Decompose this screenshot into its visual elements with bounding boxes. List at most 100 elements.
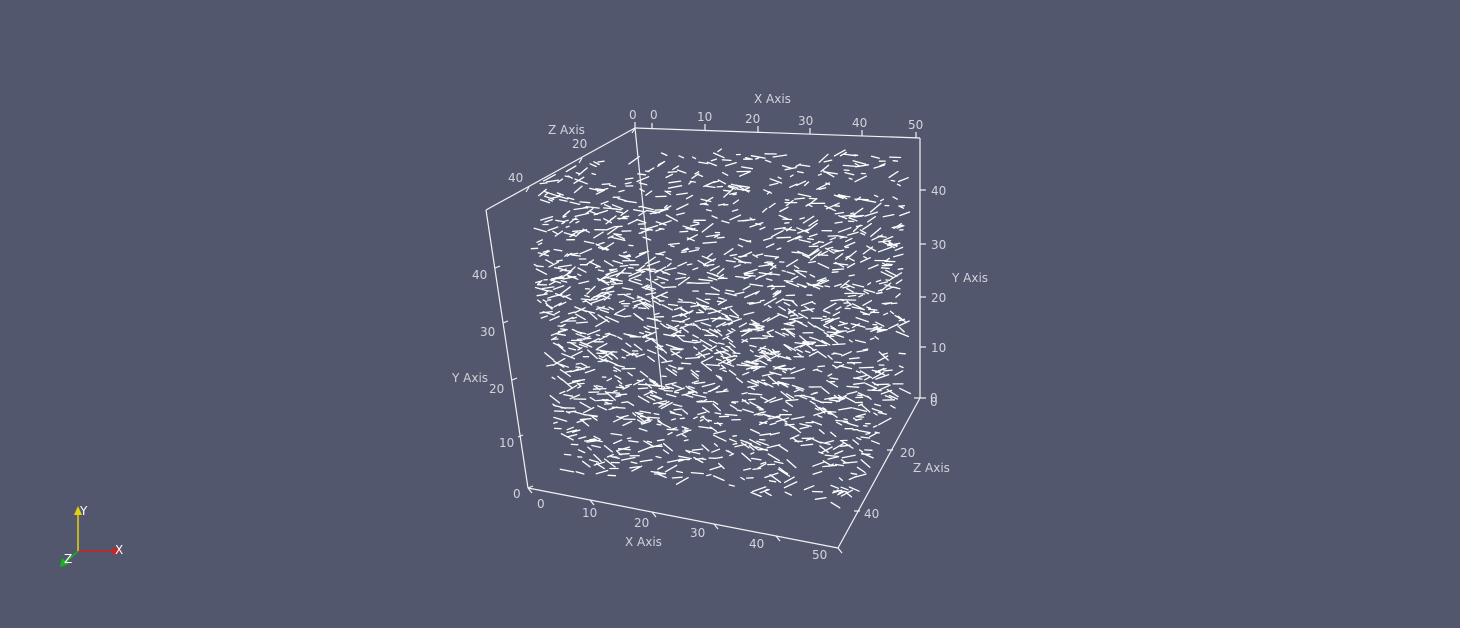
vector-glyph [755, 157, 760, 160]
vector-glyph [835, 419, 849, 423]
vector-glyph [850, 212, 855, 215]
vector-glyph [830, 298, 843, 302]
vector-glyph [673, 306, 683, 311]
vector-glyph [833, 149, 846, 157]
vector-glyph [725, 259, 736, 263]
vector-glyph [568, 380, 581, 385]
vector-glyph [720, 346, 729, 352]
vector-glyph [692, 393, 707, 398]
vector-glyph [685, 194, 694, 200]
vector-glyph [784, 321, 796, 325]
vector-glyph [863, 288, 876, 294]
vector-glyph [889, 310, 895, 315]
vector-glyph [838, 490, 845, 494]
vector-glyph [728, 341, 736, 348]
vector-glyph [607, 235, 614, 239]
vector-glyph [749, 365, 758, 368]
vector-glyph [565, 165, 577, 173]
vector-glyph [742, 218, 756, 222]
vector-glyph [877, 384, 891, 391]
vector-glyph [858, 449, 864, 453]
vector-glyph [675, 476, 689, 485]
vector-glyph [557, 375, 563, 381]
vector-glyph [671, 418, 677, 421]
vector-glyph [646, 337, 655, 340]
vector-glyph [691, 372, 699, 380]
vector-glyph [561, 221, 566, 225]
vector-glyph [856, 394, 863, 397]
vector-glyph [705, 185, 716, 189]
vector-glyph [569, 234, 575, 238]
vector-glyph [662, 286, 677, 289]
vector-glyph [575, 471, 585, 475]
vector-glyph [871, 407, 883, 413]
vector-glyph [677, 459, 685, 463]
vector-glyph [819, 279, 830, 285]
vector-glyph [830, 484, 840, 489]
z-axis-top-title: Z Axis [548, 123, 585, 137]
vector-glyph [812, 368, 819, 372]
vector-glyph [897, 177, 909, 183]
vector-glyph [738, 170, 751, 177]
vector-glyph [623, 294, 635, 300]
vector-glyph [749, 349, 754, 353]
vector-glyph [646, 317, 659, 321]
vector-glyph [692, 267, 699, 271]
vector-glyph [696, 400, 703, 403]
vector-glyph [856, 437, 862, 441]
vector-glyph [873, 412, 878, 416]
vector-glyph [807, 284, 820, 287]
vector-glyph [548, 280, 556, 286]
vector-glyph [567, 197, 575, 201]
vector-glyph [769, 397, 783, 403]
vector-glyph [824, 247, 835, 254]
vector-glyph [729, 253, 738, 257]
vector-glyph [882, 213, 895, 218]
vector-glyph [548, 261, 560, 268]
vector-glyph [800, 300, 814, 307]
vector-glyph [848, 257, 855, 262]
vector-glyph [754, 354, 761, 358]
vector-glyph [848, 475, 858, 481]
vector-glyph [732, 352, 741, 355]
vector-glyph [663, 325, 670, 329]
vector-glyph [618, 272, 632, 275]
vector-glyph [750, 155, 766, 159]
vector-glyph [707, 276, 718, 281]
vector-glyph [605, 315, 620, 323]
orientation-axes-widget[interactable]: X Y Z [60, 504, 123, 567]
vector-glyph [579, 248, 593, 255]
vector-glyph [619, 264, 629, 268]
vector-glyph [712, 400, 719, 405]
vector-glyph [632, 305, 638, 309]
vector-glyph [579, 401, 591, 409]
y-left-tick-4: 40 [472, 268, 487, 282]
vector-glyph [725, 161, 737, 167]
vector-glyph [655, 455, 662, 459]
vector-glyph [674, 324, 680, 328]
vector-glyph [721, 220, 730, 224]
vector-glyph [536, 299, 542, 304]
vector-glyph [898, 318, 906, 322]
vector-glyph [656, 276, 669, 281]
vector-glyph [772, 350, 780, 353]
vector-glyph [689, 180, 696, 183]
vector-glyph [633, 312, 644, 321]
vector-glyph [783, 302, 791, 307]
vector-glyph [724, 292, 737, 297]
vector-glyph [794, 394, 806, 397]
vector-glyph [559, 199, 568, 202]
vector-glyph [707, 387, 719, 393]
vector-glyph [865, 432, 871, 435]
vector-glyph [838, 365, 853, 370]
vector-glyph [839, 394, 847, 400]
vector-glyph [636, 419, 643, 424]
vector-glyph [628, 273, 642, 280]
vector-glyph [831, 352, 837, 355]
vector-glyph [837, 227, 852, 233]
vector-glyph [686, 234, 698, 241]
vector-glyph [755, 253, 764, 257]
vector-glyph [647, 355, 656, 362]
vector-glyph [597, 269, 605, 272]
